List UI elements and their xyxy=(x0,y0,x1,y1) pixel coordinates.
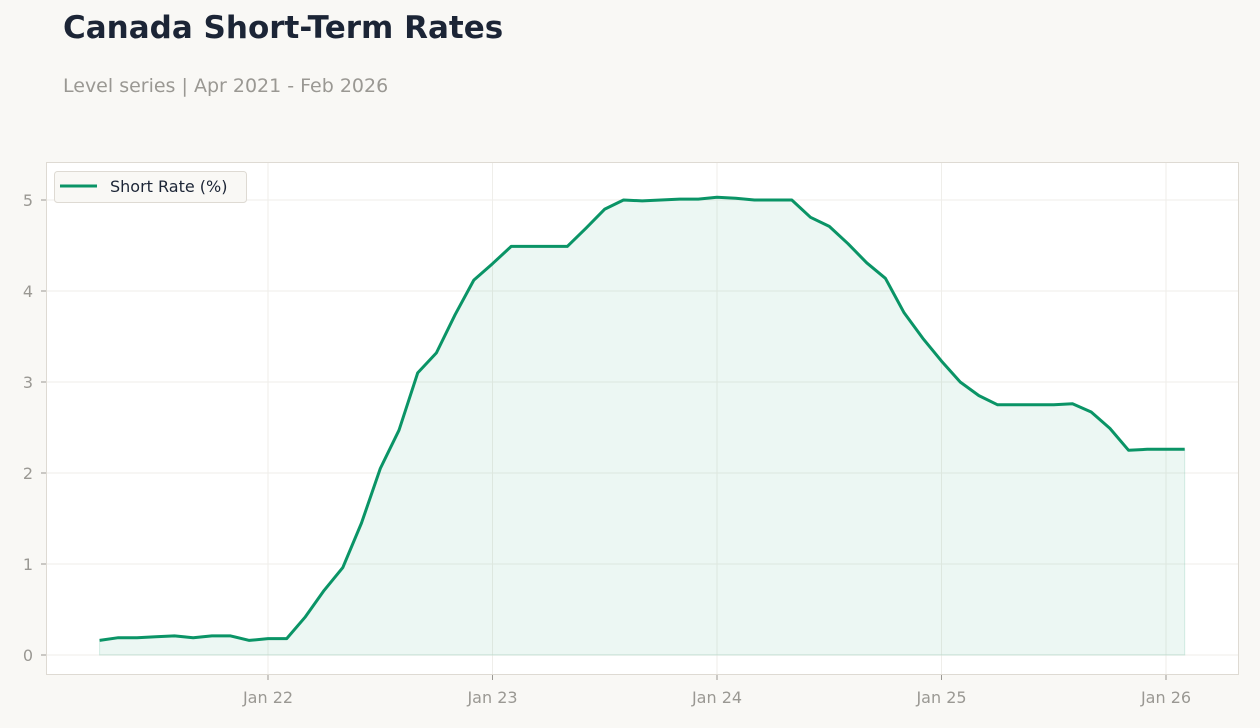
data-point-2023-08 xyxy=(622,199,625,202)
data-point-2025-11 xyxy=(1127,449,1130,452)
data-point-2023-07 xyxy=(603,208,606,211)
y-tick-label: 3 xyxy=(23,373,33,392)
data-point-2024-05 xyxy=(790,199,793,202)
data-point-2023-01 xyxy=(491,262,494,265)
data-point-2025-07 xyxy=(1052,403,1055,406)
data-point-2026-02 xyxy=(1183,448,1186,451)
series-line xyxy=(99,195,1185,642)
data-point-2024-04 xyxy=(772,199,775,202)
data-point-2023-12 xyxy=(697,198,700,201)
data-point-2021-08 xyxy=(173,634,176,637)
plot-area xyxy=(46,162,1239,675)
data-point-2024-10 xyxy=(884,277,887,280)
data-point-2025-02 xyxy=(959,381,962,384)
data-point-2024-08 xyxy=(846,242,849,245)
data-point-2025-08 xyxy=(1071,402,1074,405)
data-point-2024-01 xyxy=(716,196,719,199)
data-point-2023-02 xyxy=(510,245,513,248)
data-point-2022-04 xyxy=(323,589,326,592)
data-point-2025-03 xyxy=(977,394,980,397)
data-point-2024-06 xyxy=(809,216,812,219)
y-tick-label: 5 xyxy=(23,191,33,210)
data-point-2025-04 xyxy=(996,403,999,406)
data-point-2023-09 xyxy=(641,199,644,202)
data-point-2023-04 xyxy=(547,245,550,248)
data-point-2022-02 xyxy=(285,637,288,640)
data-point-2021-12 xyxy=(248,639,251,642)
data-point-2021-04 xyxy=(98,639,101,642)
chart-subtitle: Level series | Apr 2021 - Feb 2026 xyxy=(63,75,389,97)
data-point-2022-09 xyxy=(416,371,419,374)
data-point-2022-03 xyxy=(304,615,307,618)
y-tick-label: 1 xyxy=(23,555,33,574)
y-tick-label: 4 xyxy=(23,282,33,301)
data-point-2021-05 xyxy=(117,636,120,639)
data-point-2024-02 xyxy=(734,197,737,200)
data-point-2025-12 xyxy=(1146,448,1149,451)
chart-title: Canada Short-Term Rates xyxy=(63,10,504,46)
data-point-2021-09 xyxy=(192,636,195,639)
data-point-2021-10 xyxy=(210,634,213,637)
data-point-2022-07 xyxy=(379,467,382,470)
data-point-2022-01 xyxy=(267,637,270,640)
data-point-2025-01 xyxy=(940,360,943,363)
y-tick-label: 2 xyxy=(23,464,33,483)
data-point-2023-05 xyxy=(566,245,569,248)
data-point-2021-11 xyxy=(229,634,232,637)
data-point-2024-12 xyxy=(921,337,924,340)
data-point-2024-07 xyxy=(828,225,831,228)
data-point-2025-09 xyxy=(1090,411,1093,414)
x-tick-label: Jan 23 xyxy=(466,688,517,707)
data-point-2022-08 xyxy=(397,429,400,432)
y-tick-label: 0 xyxy=(23,646,33,665)
data-point-2022-11 xyxy=(454,313,457,316)
legend-label: Short Rate (%) xyxy=(110,177,227,196)
data-point-2023-11 xyxy=(678,198,681,201)
x-tick-label: Jan 25 xyxy=(915,688,966,707)
data-point-2024-09 xyxy=(865,261,868,264)
legend-box xyxy=(54,171,247,203)
data-point-2023-03 xyxy=(528,245,531,248)
data-point-2024-11 xyxy=(903,311,906,314)
data-point-2022-06 xyxy=(360,522,363,525)
x-tick-label: Jan 22 xyxy=(242,688,293,707)
data-point-2026-01 xyxy=(1165,448,1168,451)
data-point-2022-05 xyxy=(341,566,344,569)
legend: Short Rate (%) xyxy=(54,171,247,203)
data-point-2022-12 xyxy=(472,279,475,282)
data-point-2025-05 xyxy=(1015,403,1018,406)
data-point-2023-10 xyxy=(659,199,662,202)
data-point-2025-10 xyxy=(1108,427,1111,430)
data-point-2021-06 xyxy=(136,636,139,639)
data-point-2025-06 xyxy=(1034,403,1037,406)
x-tick-label: Jan 24 xyxy=(691,688,742,707)
data-point-2022-10 xyxy=(435,351,438,354)
data-point-2024-03 xyxy=(753,199,756,202)
x-tick-label: Jan 26 xyxy=(1140,688,1191,707)
data-point-2023-06 xyxy=(585,227,588,230)
data-point-2021-07 xyxy=(154,635,157,638)
